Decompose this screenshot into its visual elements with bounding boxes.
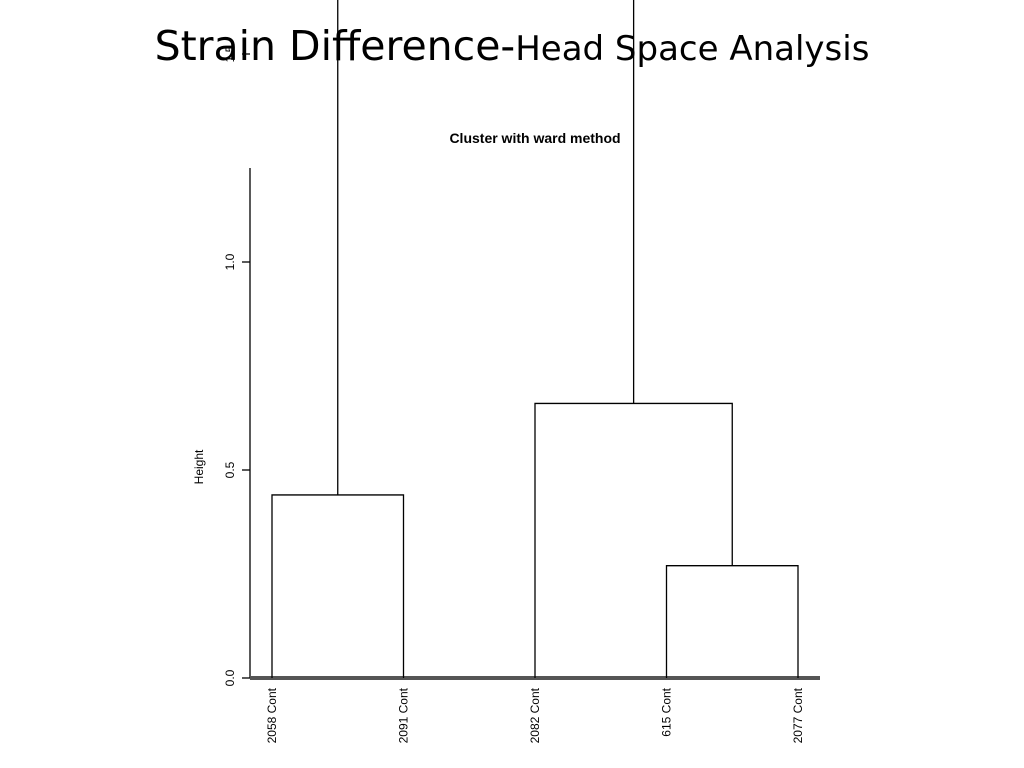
slide-title-main: Strain Difference- (154, 22, 516, 70)
leaf-label: 2082 Cont (528, 687, 542, 743)
y-axis-ticks: 0.00.51.01.52.0 (223, 45, 250, 686)
slide-title: Strain Difference-Head Space Analysis (0, 22, 1024, 70)
leaf-labels: 2058 Cont 2091 Cont 2082 Cont 615 Cont 2077 … (265, 687, 805, 743)
leaf-label: 615 Cont (660, 687, 674, 736)
chart-title: Cluster with ward method (449, 130, 620, 146)
dendrogram-link (534, 402, 733, 678)
dendrogram-links (271, 0, 799, 678)
y-tick-label: 1.0 (223, 253, 237, 270)
y-axis-label: Height (192, 449, 206, 484)
dendrogram-link (337, 0, 635, 495)
leaf-label: 2091 Cont (397, 687, 411, 743)
y-tick-label: 0.0 (223, 669, 237, 686)
leaf-label: 2077 Cont (791, 687, 805, 743)
slide-title-sub: Head Space Analysis (515, 29, 870, 69)
y-tick-label: 1.5 (223, 45, 237, 62)
y-tick-label: 0.5 (223, 461, 237, 478)
dendrogram-link (271, 494, 405, 678)
leaf-label: 2058 Cont (265, 687, 279, 743)
dendrogram-link (665, 565, 799, 678)
